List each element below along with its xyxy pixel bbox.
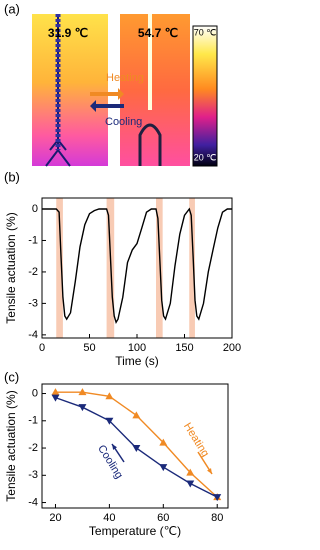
marker <box>159 438 168 446</box>
y-axis-label: Tensile actuation (%) <box>4 212 18 323</box>
y-tick-label: -2 <box>28 266 38 278</box>
x-tick-label: 0 <box>39 342 45 354</box>
plot-frame <box>41 197 233 339</box>
heating-arrow <box>90 88 124 100</box>
marker <box>213 494 222 502</box>
y-tick-label: -3 <box>28 469 38 481</box>
shaded-region <box>156 198 163 338</box>
y-tick-label: 0 <box>32 387 38 399</box>
x-tick-label: 20 <box>49 512 61 524</box>
x-tick-label: 50 <box>83 342 95 354</box>
thermal-image-right <box>120 14 190 166</box>
panel-label: (b) <box>4 169 20 184</box>
x-tick-label: 100 <box>128 342 146 354</box>
marker <box>132 445 141 453</box>
marker <box>105 417 114 425</box>
x-tick-label: 60 <box>157 512 169 524</box>
y-tick-label: 0 <box>32 203 38 215</box>
y-tick-label: -4 <box>28 496 38 508</box>
panel-a: (a) 31.9 ℃ 54.7 ℃ 70 ℃ 20 ℃ Heating Cool… <box>4 1 218 167</box>
cooling-arrow <box>90 100 124 112</box>
temp-left: 31.9 ℃ <box>48 26 88 40</box>
cooling-label: Cooling <box>105 116 142 128</box>
marker <box>51 394 60 402</box>
x-tick-label: 80 <box>211 512 223 524</box>
annotation-arrowhead <box>207 468 212 474</box>
marker <box>186 468 195 476</box>
y-axis-label: Tensile actuation (%) <box>4 390 18 501</box>
x-tick-label: 150 <box>175 342 193 354</box>
x-axis-label: Time (s) <box>115 354 159 368</box>
y-tick-label: -3 <box>28 297 38 309</box>
colorbar-bottom: 20 ℃ <box>194 152 217 162</box>
annotation-arrowhead <box>112 444 118 450</box>
colorbar <box>192 25 218 167</box>
hook <box>138 123 162 166</box>
x-axis-label: Temperature (℃) <box>89 524 181 538</box>
temp-right: 54.7 ℃ <box>138 26 178 40</box>
series-line <box>42 207 232 325</box>
y-tick-label: -1 <box>28 234 38 246</box>
y-tick-label: -4 <box>28 329 38 341</box>
x-tick-label: 40 <box>103 512 115 524</box>
marker <box>78 388 87 396</box>
colorbar-top: 70 ℃ <box>194 27 217 37</box>
shaded-region <box>189 198 195 338</box>
marker <box>186 480 195 488</box>
marker <box>132 411 141 419</box>
marker <box>105 392 114 400</box>
panel-label: (a) <box>4 1 20 16</box>
panel-label: (c) <box>4 369 19 384</box>
plot-frame <box>41 383 229 509</box>
series-annotation: Cooling <box>95 443 125 481</box>
heating-label: Heating <box>106 72 144 84</box>
series-annotation: Heating <box>181 421 211 460</box>
x-tick-label: 200 <box>223 342 241 354</box>
marker <box>159 464 168 472</box>
figure: (a) 31.9 ℃ 54.7 ℃ 70 ℃ 20 ℃ Heating Cool… <box>4 1 241 538</box>
marker <box>51 388 60 396</box>
marker <box>78 404 87 412</box>
thermal-image-left <box>32 14 108 166</box>
y-tick-label: -1 <box>28 415 38 427</box>
shaded-region <box>56 198 63 338</box>
y-tick-label: -2 <box>28 442 38 454</box>
